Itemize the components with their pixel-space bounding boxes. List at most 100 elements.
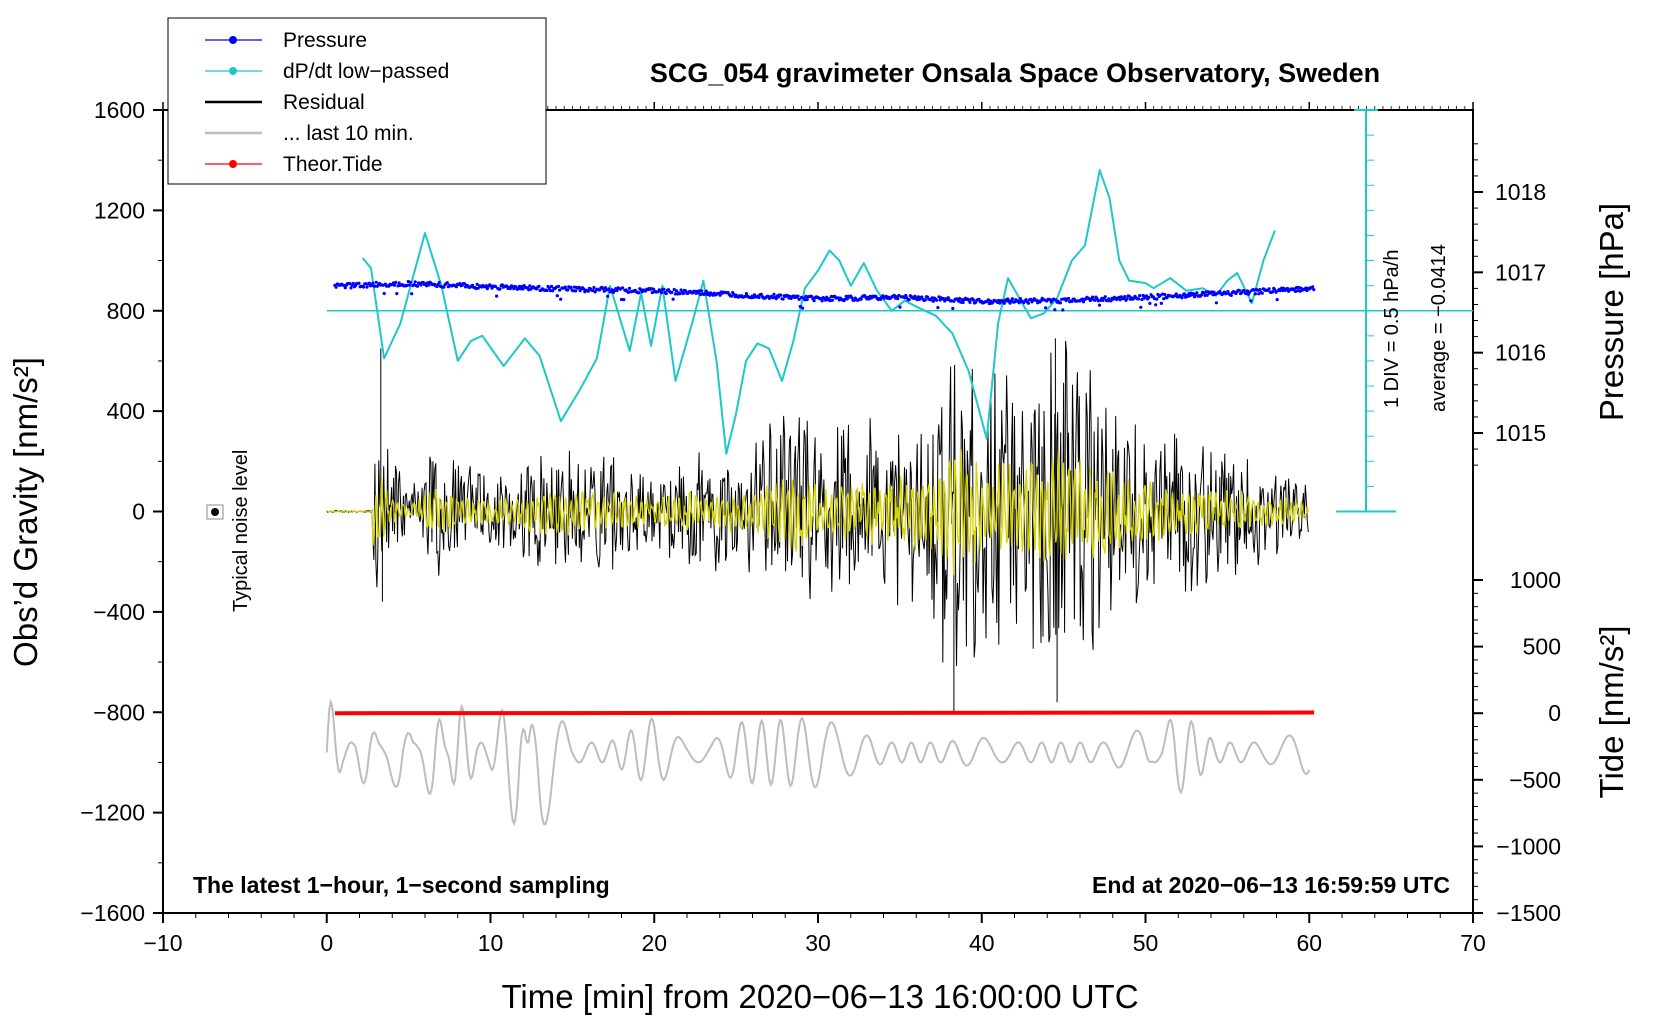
pressure-point (1109, 299, 1113, 303)
pressure-point (1249, 299, 1253, 303)
y-tick-label: 800 (107, 298, 145, 324)
pressure-point (367, 281, 371, 285)
pressure-point (1237, 288, 1241, 292)
x-tick-label: 20 (641, 930, 667, 956)
pressure-point (936, 306, 940, 310)
pressure-point (627, 286, 632, 290)
pressure-point (454, 285, 458, 289)
x-tick-label: 10 (478, 930, 504, 956)
pressure-point (558, 288, 562, 292)
pressure-point (971, 298, 976, 302)
pressure-point (397, 281, 401, 285)
x-tick-label: 50 (1133, 930, 1159, 956)
pressure-point (961, 300, 965, 305)
pressure-point (892, 293, 896, 297)
pressure-point (392, 283, 397, 287)
pressure-point (1267, 287, 1271, 291)
pressure-point (704, 289, 708, 293)
pressure-point (1180, 296, 1184, 300)
pressure-point (951, 306, 955, 311)
pressure-point (495, 294, 499, 298)
pressure-point (1271, 290, 1275, 294)
pressure-point (342, 283, 346, 287)
pressure-point (462, 282, 467, 286)
pressure-point (1148, 301, 1152, 305)
pressure-point (1274, 290, 1278, 294)
pressure-point (622, 298, 626, 302)
pressure-point (1248, 290, 1252, 294)
pressure-point (673, 292, 678, 296)
x-tick-label: 0 (320, 930, 333, 956)
y-tick-label: −1200 (80, 800, 145, 826)
x-tick-label: 40 (969, 930, 995, 956)
pressure-point (1139, 305, 1143, 309)
bottom-right-note: End at 2020−06−13 16:59:59 UTC (1092, 872, 1450, 898)
pressure-point (1273, 288, 1277, 292)
legend-label: Pressure (283, 29, 367, 52)
pressure-point (812, 299, 816, 303)
tide-tick-label: 0 (1548, 700, 1561, 726)
legend-marker (229, 36, 237, 44)
pressure-point (1053, 308, 1057, 312)
pressure-point (569, 285, 573, 289)
pressure-point (586, 289, 590, 293)
pressure-point (592, 285, 596, 290)
pressure-point (859, 297, 863, 301)
pressure-point (413, 280, 417, 284)
legend: Pressure dP/dt low−passed Residual ... last… (167, 17, 547, 185)
pressure-point (825, 295, 829, 299)
pressure-point (968, 300, 972, 304)
chart-title: SCG_054 gravimeter Onsala Space Observat… (650, 58, 1380, 88)
pressure-point (362, 285, 366, 289)
pressure-point (1312, 288, 1316, 292)
pressure-point (977, 297, 981, 301)
pressure-point (505, 284, 509, 288)
pressure-point (1203, 293, 1207, 297)
pressure-point (591, 288, 595, 293)
pressure-point (1205, 293, 1209, 297)
noise-level-marker (206, 504, 224, 520)
pressure-point (615, 288, 619, 293)
pressure-point (1018, 297, 1023, 301)
pressure-point (555, 294, 559, 298)
pressure-point (1182, 292, 1186, 296)
pressure-point (801, 306, 805, 310)
tide-tick-label: −1000 (1496, 833, 1561, 859)
pressure-point (348, 281, 352, 286)
pressure-point (1165, 296, 1169, 300)
pressure-point (1144, 294, 1149, 298)
pressure-point (679, 288, 683, 292)
legend-label: ... last 10 min. (283, 122, 414, 145)
pressure-point (445, 281, 449, 285)
pressure-point (1174, 292, 1178, 296)
pressure-point (844, 294, 848, 298)
y-tick-label: 0 (132, 499, 145, 525)
div-label: 1 DIV = 0.5 hPa/h (1381, 250, 1403, 408)
pressure-point (1138, 294, 1142, 298)
pressure-point (797, 297, 801, 301)
pressure-point (606, 294, 610, 298)
y-axis-label-left: Obs’d Gravity [nm/s²] (7, 357, 44, 667)
pressure-point (498, 287, 502, 291)
pressure-point (1199, 293, 1204, 297)
y-tick-label: −400 (93, 599, 145, 625)
pressure-point (1008, 301, 1012, 305)
pressure-point (410, 292, 414, 296)
pressure-point (559, 297, 563, 301)
pressure-point (1285, 286, 1290, 291)
pressure-point (1093, 298, 1097, 302)
pressure-point (547, 286, 551, 290)
pressure-point (1097, 303, 1102, 307)
series-residual-filtered (326, 449, 1309, 576)
pressure-point (997, 298, 1001, 303)
pressure-point (485, 287, 489, 291)
pressure-point (998, 301, 1002, 305)
pressure-point (1123, 295, 1127, 299)
pressure-point (1066, 296, 1071, 301)
pressure-point (1125, 297, 1129, 301)
pressure-point (1136, 297, 1141, 301)
pressure-point (407, 283, 411, 287)
pressure-point (662, 287, 666, 291)
x-tick-label: 70 (1460, 930, 1486, 956)
